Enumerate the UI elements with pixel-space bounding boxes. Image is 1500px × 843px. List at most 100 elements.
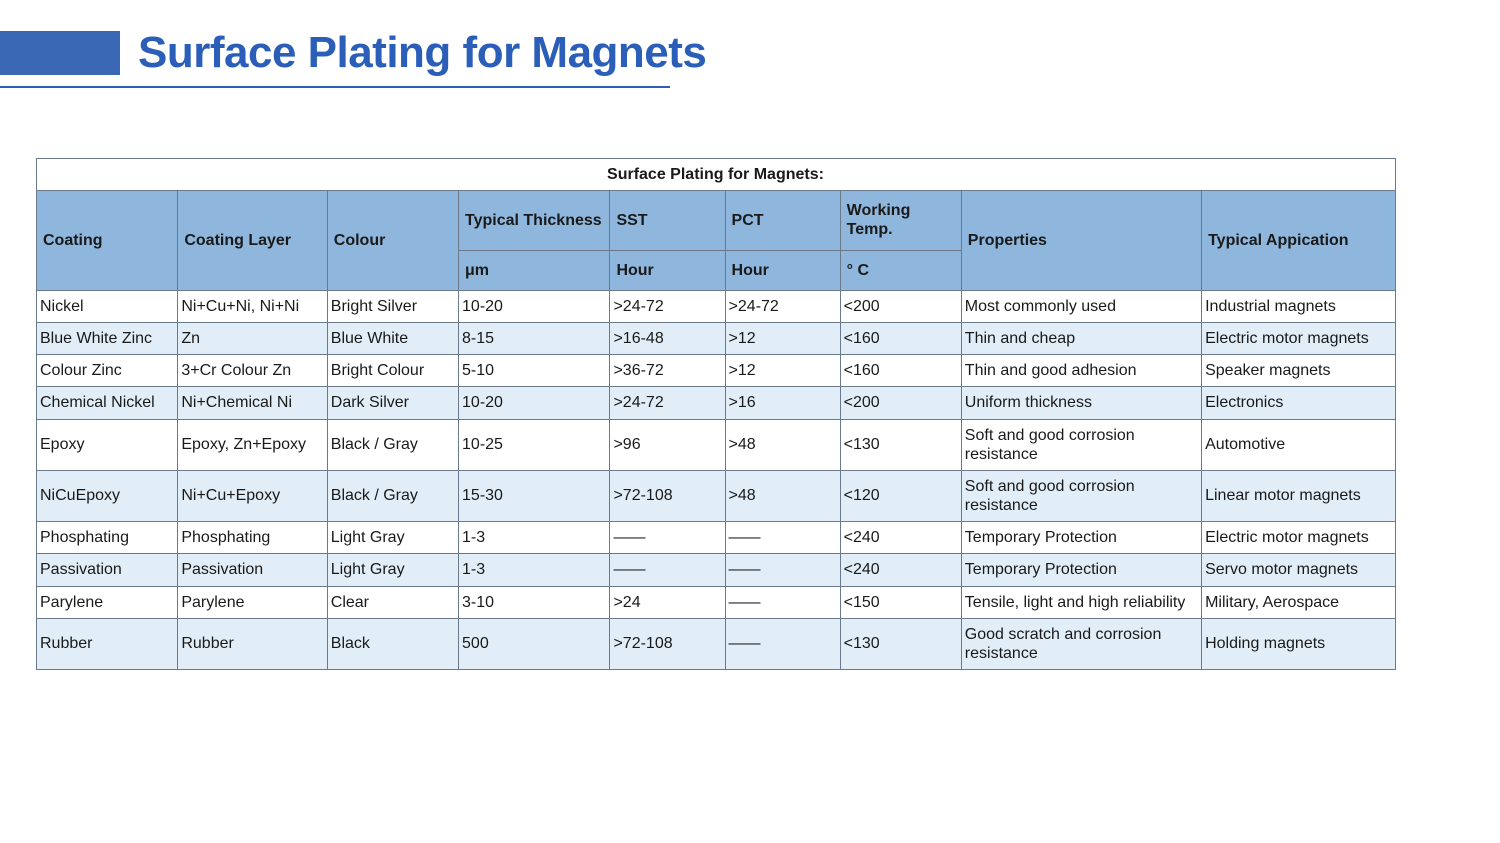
col-thickness-unit: μm (459, 250, 610, 290)
table-cell: Military, Aerospace (1202, 586, 1396, 618)
table-cell: 1-3 (459, 522, 610, 554)
col-thickness: Typical Thickness (459, 191, 610, 250)
table-body: NickelNi+Cu+Ni, Ni+NiBright Silver10-20>… (37, 290, 1396, 669)
table-cell: <160 (840, 355, 961, 387)
table-cell: <160 (840, 322, 961, 354)
table-row: PhosphatingPhosphatingLight Gray1-3————<… (37, 522, 1396, 554)
table-header-row-1: Coating Coating Layer Colour Typical Thi… (37, 191, 1396, 250)
table-cell: Ni+Chemical Ni (178, 387, 327, 419)
table-cell: Bright Colour (327, 355, 458, 387)
table-row: EpoxyEpoxy, Zn+EpoxyBlack / Gray10-25>96… (37, 419, 1396, 470)
table-cell: Passivation (37, 554, 178, 586)
table-cell: Phosphating (37, 522, 178, 554)
table-cell: Temporary Protection (961, 554, 1201, 586)
table-cell: 3-10 (459, 586, 610, 618)
table-cell: >16 (725, 387, 840, 419)
table-cell: Servo motor magnets (1202, 554, 1396, 586)
table-cell: —— (610, 554, 725, 586)
table-cell: 8-15 (459, 322, 610, 354)
table-cell: Electric motor magnets (1202, 322, 1396, 354)
col-pct: PCT (725, 191, 840, 250)
table-cell: Temporary Protection (961, 522, 1201, 554)
table-cell: —— (610, 522, 725, 554)
table-cell: >12 (725, 322, 840, 354)
table-cell: Epoxy, Zn+Epoxy (178, 419, 327, 470)
col-coating: Coating (37, 191, 178, 291)
table-cell: >24 (610, 586, 725, 618)
table-cell: Tensile, light and high reliability (961, 586, 1201, 618)
col-temp-unit: ° C (840, 250, 961, 290)
table-cell: 10-20 (459, 290, 610, 322)
table-cell: Uniform thickness (961, 387, 1201, 419)
table-head: Surface Plating for Magnets: Coating Coa… (37, 159, 1396, 291)
table-cell: >36-72 (610, 355, 725, 387)
table-cell: >24-72 (725, 290, 840, 322)
table-cell: <240 (840, 522, 961, 554)
table-cell: —— (725, 618, 840, 669)
table-cell: 3+Cr Colour Zn (178, 355, 327, 387)
table-cell: Linear motor magnets (1202, 470, 1396, 521)
table-cell: Light Gray (327, 554, 458, 586)
table-cell: Zn (178, 322, 327, 354)
table-row: PassivationPassivationLight Gray1-3————<… (37, 554, 1396, 586)
page-title: Surface Plating for Magnets (138, 28, 706, 78)
table-cell: >24-72 (610, 290, 725, 322)
table-caption: Surface Plating for Magnets: (37, 159, 1396, 191)
table-cell: Phosphating (178, 522, 327, 554)
table-cell: >12 (725, 355, 840, 387)
table-cell: >48 (725, 470, 840, 521)
table-cell: <200 (840, 387, 961, 419)
table-cell: Blue White Zinc (37, 322, 178, 354)
table-cell: 1-3 (459, 554, 610, 586)
table-row: NickelNi+Cu+Ni, Ni+NiBright Silver10-20>… (37, 290, 1396, 322)
table-cell: >72-108 (610, 618, 725, 669)
title-accent-block (0, 31, 120, 75)
table-cell: —— (725, 522, 840, 554)
table-cell: Speaker magnets (1202, 355, 1396, 387)
table-cell: Soft and good corrosion resistance (961, 470, 1201, 521)
table-cell: <240 (840, 554, 961, 586)
table-cell: Electric motor magnets (1202, 522, 1396, 554)
table-row: NiCuEpoxyNi+Cu+EpoxyBlack / Gray15-30>72… (37, 470, 1396, 521)
table-cell: Dark Silver (327, 387, 458, 419)
table-cell: Blue White (327, 322, 458, 354)
table-cell: Electronics (1202, 387, 1396, 419)
table-cell: —— (725, 554, 840, 586)
table-cell: <130 (840, 618, 961, 669)
table-cell: Rubber (178, 618, 327, 669)
col-layer: Coating Layer (178, 191, 327, 291)
table-cell: —— (725, 586, 840, 618)
col-colour: Colour (327, 191, 458, 291)
table-row: ParyleneParyleneClear3-10>24——<150Tensil… (37, 586, 1396, 618)
table-cell: Passivation (178, 554, 327, 586)
table-cell: Automotive (1202, 419, 1396, 470)
table-container: Surface Plating for Magnets: Coating Coa… (36, 158, 1396, 670)
table-cell: Thin and good adhesion (961, 355, 1201, 387)
table-cell: 15-30 (459, 470, 610, 521)
table-cell: Epoxy (37, 419, 178, 470)
table-cell: Black / Gray (327, 419, 458, 470)
table-cell: 10-20 (459, 387, 610, 419)
table-cell: <150 (840, 586, 961, 618)
table-cell: Chemical Nickel (37, 387, 178, 419)
title-underline (0, 84, 670, 88)
table-cell: 5-10 (459, 355, 610, 387)
table-cell: >96 (610, 419, 725, 470)
table-cell: 500 (459, 618, 610, 669)
table-cell: Bright Silver (327, 290, 458, 322)
col-pct-unit: Hour (725, 250, 840, 290)
page: Surface Plating for Magnets Surface Plat… (0, 0, 1500, 843)
table-cell: <120 (840, 470, 961, 521)
table-cell: Nickel (37, 290, 178, 322)
table-row: Blue White ZincZnBlue White8-15>16-48>12… (37, 322, 1396, 354)
table-cell: Good scratch and corrosion resistance (961, 618, 1201, 669)
col-sst: SST (610, 191, 725, 250)
table-cell: Black / Gray (327, 470, 458, 521)
table-cell: Clear (327, 586, 458, 618)
col-application: Typical Appication (1202, 191, 1396, 291)
title-row: Surface Plating for Magnets (0, 28, 1440, 78)
table-cell: Parylene (178, 586, 327, 618)
table-cell: Colour Zinc (37, 355, 178, 387)
table-cell: Industrial magnets (1202, 290, 1396, 322)
table-cell: Ni+Cu+Epoxy (178, 470, 327, 521)
